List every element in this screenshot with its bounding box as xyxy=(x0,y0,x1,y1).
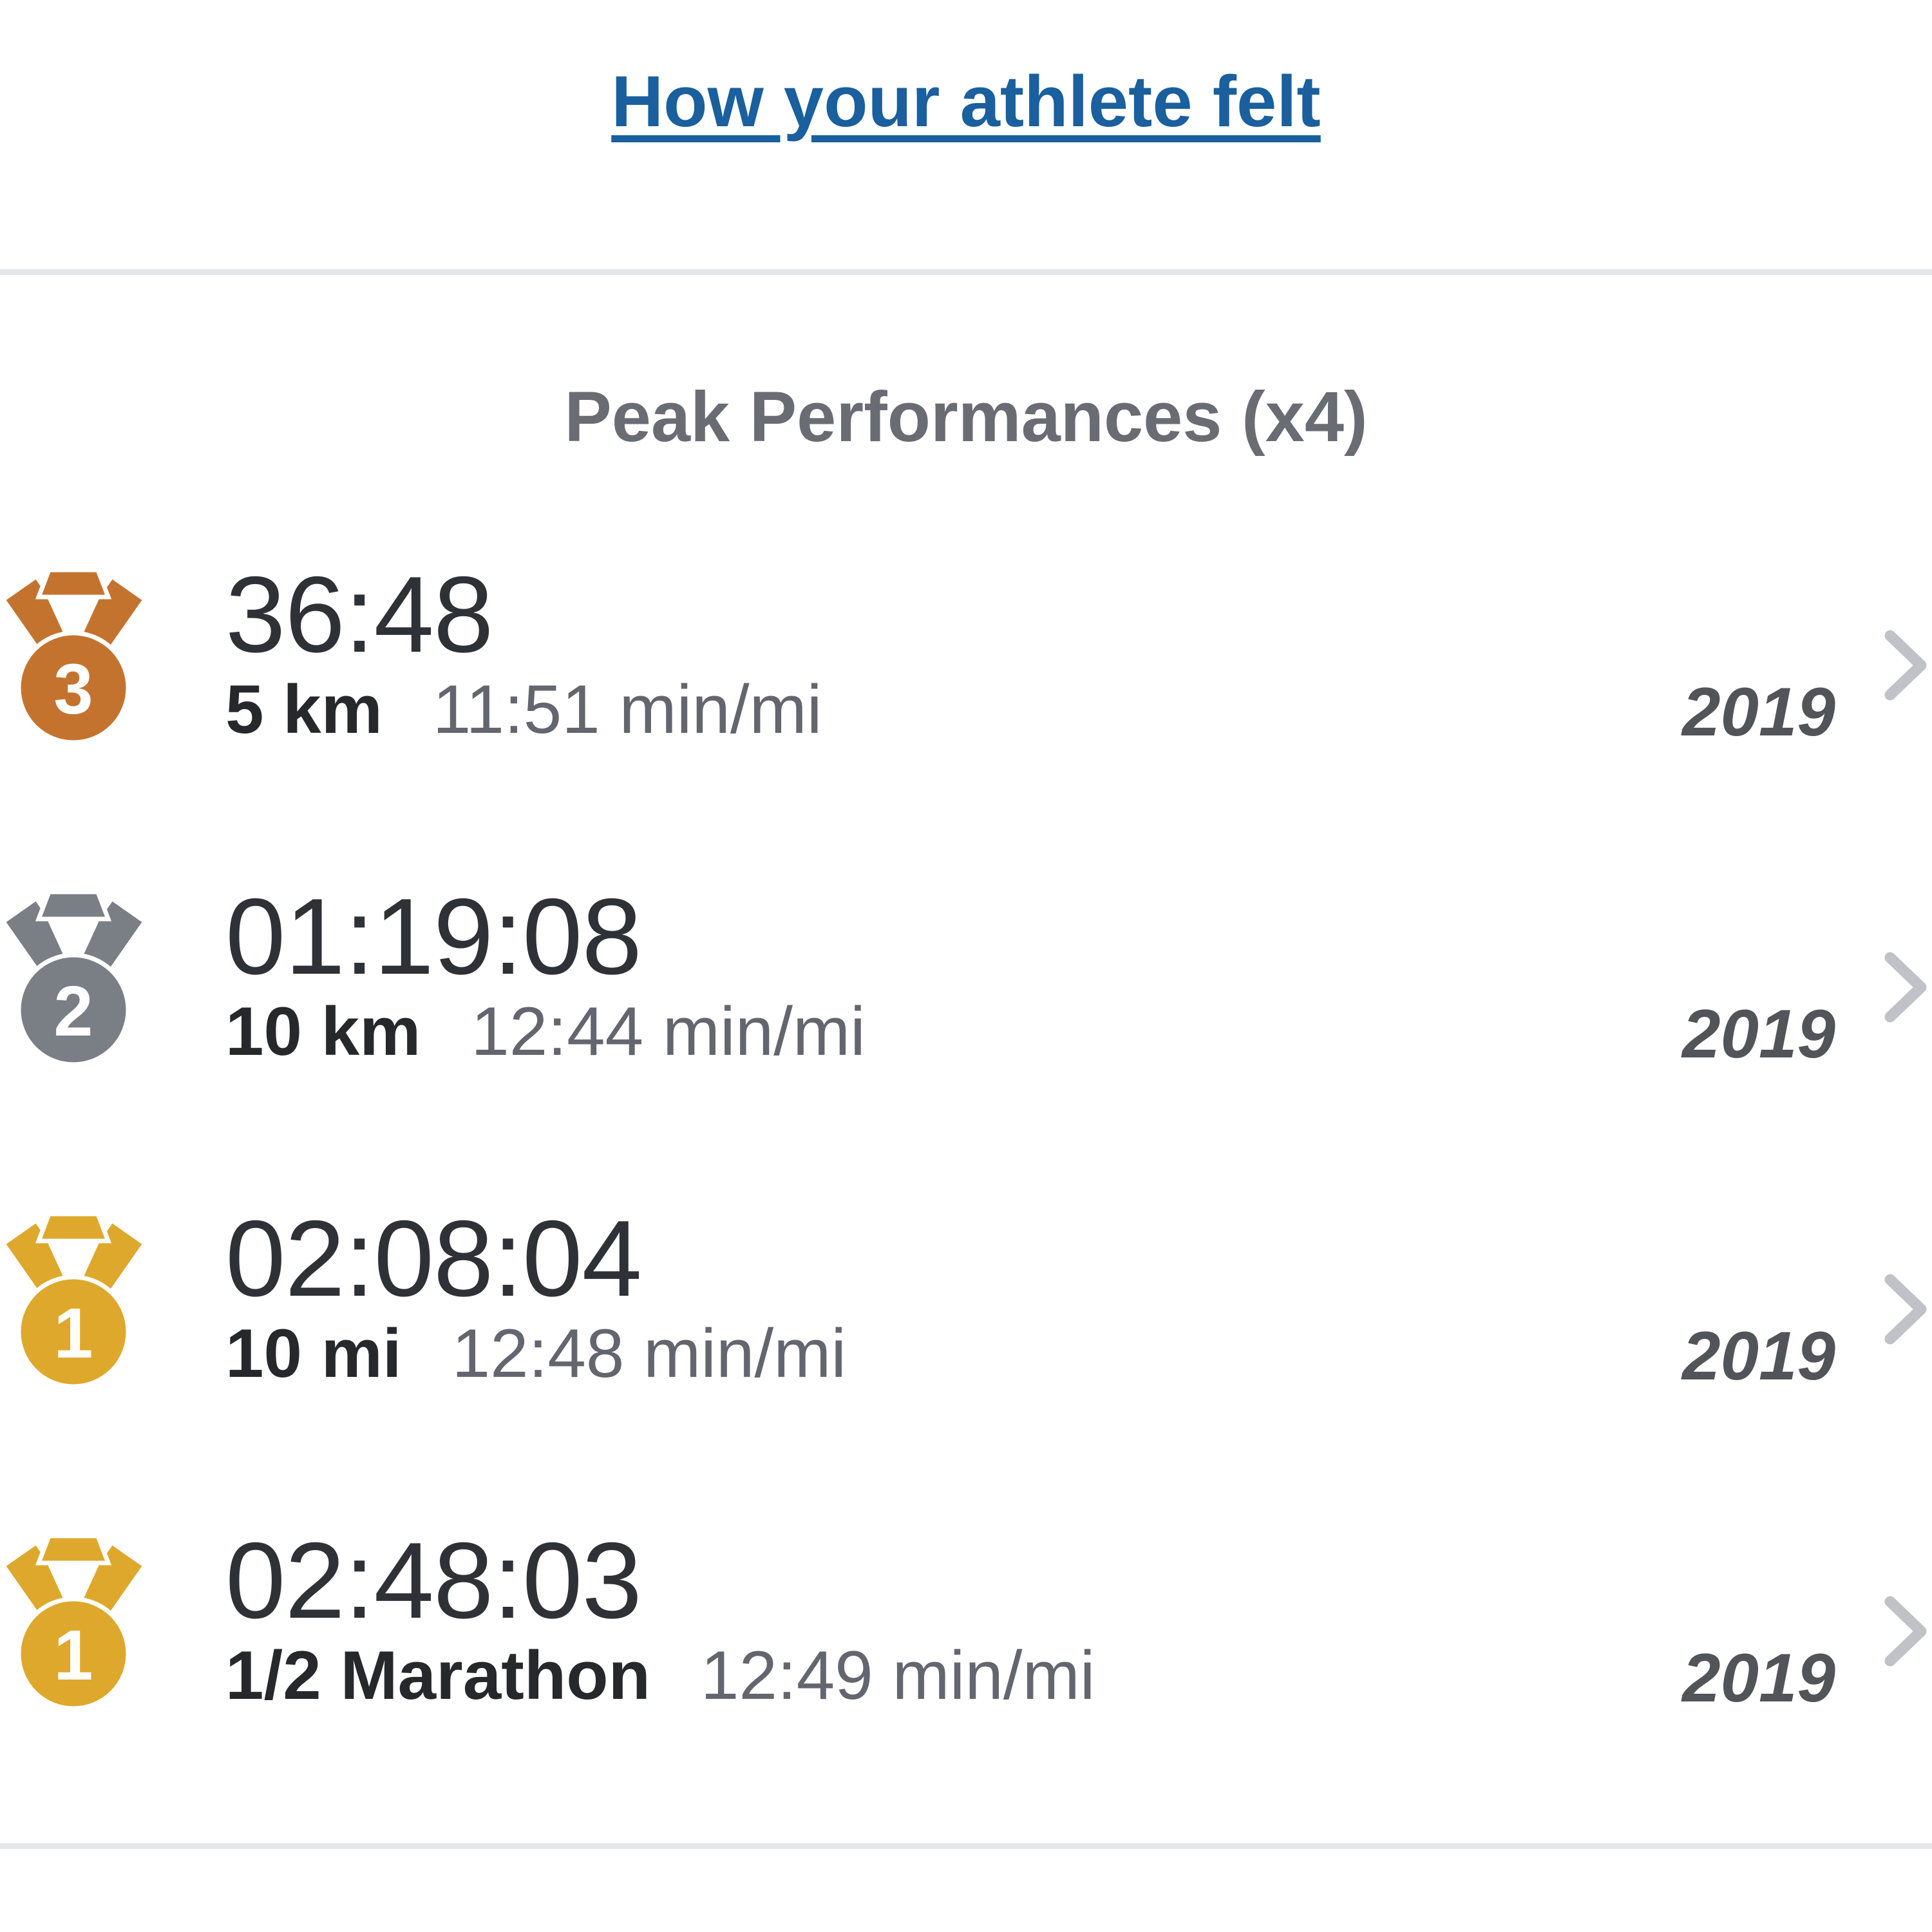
chevron-right-icon xyxy=(1884,630,1927,701)
performance-year: 2019 xyxy=(1681,673,1835,750)
bottom-divider xyxy=(0,1843,1932,1849)
performance-pace: 12:49 min/mi xyxy=(700,1636,1095,1714)
gold-medal-icon: 1 xyxy=(6,1533,142,1711)
how-athlete-felt-link[interactable]: How your athlete felt xyxy=(611,61,1321,142)
performance-pace: 12:48 min/mi xyxy=(451,1314,847,1392)
peak-performance-row-half-marathon[interactable]: 1 02:48:03 1/2 Marathon 12:49 min/mi 2019 xyxy=(0,1521,1932,1843)
performance-time: 01:19:08 xyxy=(225,876,642,997)
performance-subtitle: 10 km 12:44 min/mi xyxy=(225,997,1932,1066)
peak-performance-row-5km[interactable]: 3 36:48 5 km 11:51 min/mi 2019 xyxy=(0,555,1932,877)
performance-year: 2019 xyxy=(1681,1317,1835,1394)
peak-performances-list: 3 36:48 5 km 11:51 min/mi 2019 2 01:19:08… xyxy=(0,555,1932,1843)
peak-performances-header: Peak Performances (x4) xyxy=(564,377,1368,457)
performance-subtitle: 10 mi 12:48 min/mi xyxy=(225,1319,1932,1388)
medal-rank-number: 1 xyxy=(53,1294,93,1373)
silver-medal-icon: 2 xyxy=(6,889,142,1067)
performance-subtitle: 5 km 11:51 min/mi xyxy=(225,675,1932,744)
performance-time: 02:48:03 xyxy=(225,1520,642,1641)
performance-subtitle: 1/2 Marathon 12:49 min/mi xyxy=(225,1641,1932,1710)
medal-rank-number: 1 xyxy=(53,1616,93,1695)
performance-time: 36:48 xyxy=(225,554,493,675)
top-divider xyxy=(0,269,1932,275)
gold-medal-icon: 1 xyxy=(6,1211,142,1389)
medal-rank-number: 2 xyxy=(53,972,93,1051)
peak-performance-row-10km[interactable]: 2 01:19:08 10 km 12:44 min/mi 2019 xyxy=(0,877,1932,1199)
medal-rank-number: 3 xyxy=(53,650,93,729)
peak-performance-row-10mi[interactable]: 1 02:08:04 10 mi 12:48 min/mi 2019 xyxy=(0,1199,1932,1521)
performance-pace: 11:51 min/mi xyxy=(432,670,822,748)
performance-pace: 12:44 min/mi xyxy=(471,992,866,1070)
performance-year: 2019 xyxy=(1681,995,1835,1072)
chevron-right-icon xyxy=(1884,952,1927,1023)
performance-distance: 10 km xyxy=(225,992,421,1070)
performance-distance: 10 mi xyxy=(225,1314,402,1392)
performance-distance: 1/2 Marathon xyxy=(225,1636,650,1714)
chevron-right-icon xyxy=(1884,1274,1927,1345)
performance-distance: 5 km xyxy=(225,670,383,748)
how-athlete-felt-row: How your athlete felt xyxy=(0,0,1932,147)
performance-time: 02:08:04 xyxy=(225,1198,642,1319)
bronze-medal-icon: 3 xyxy=(6,567,142,745)
chevron-right-icon xyxy=(1884,1596,1927,1667)
performance-year: 2019 xyxy=(1681,1639,1835,1716)
